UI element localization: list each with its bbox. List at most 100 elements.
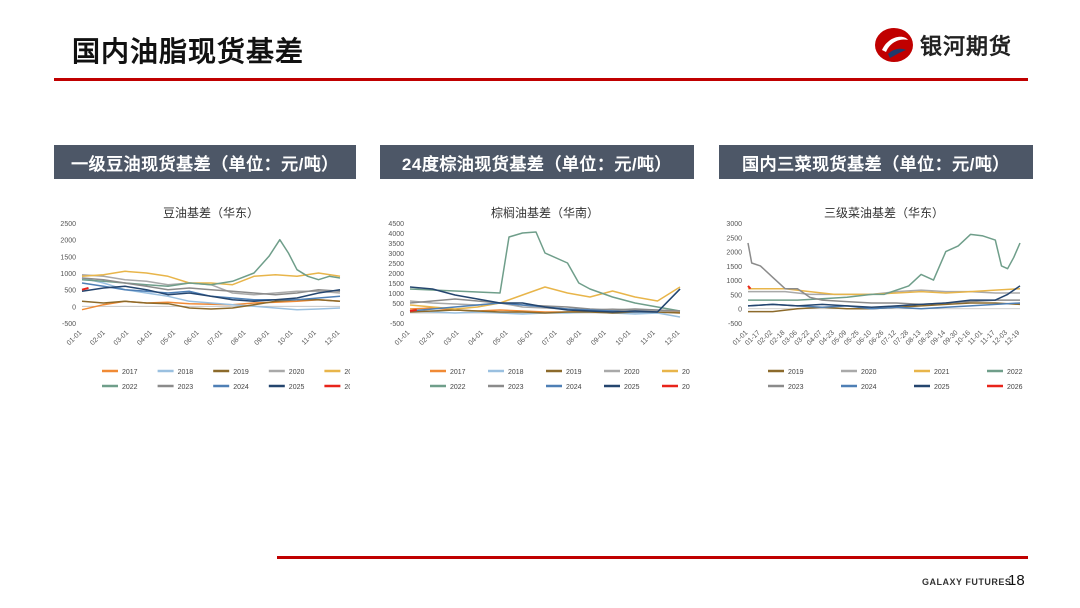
y-tick-label: 0 <box>400 311 404 318</box>
chart-title: 棕榈油基差（华南） <box>491 205 599 220</box>
x-tick-label: 04-01 <box>136 329 154 347</box>
y-tick-label: -500 <box>390 321 404 328</box>
bottom-divider <box>277 556 1028 559</box>
legend-label-2022: 2022 <box>122 384 138 391</box>
x-tick-label: 06-01 <box>517 329 535 347</box>
x-tick-label: 07-01 <box>207 329 225 347</box>
x-tick-label: 03-01 <box>443 329 461 347</box>
legend-label-2022: 2022 <box>450 384 466 391</box>
x-tick-label: 12-01 <box>324 329 342 347</box>
y-tick-label: 1500 <box>726 264 742 271</box>
y-tick-label: 1000 <box>388 291 404 298</box>
legend-label-2019: 2019 <box>566 369 582 376</box>
panel-header-rapeseed: 国内三菜现货基差（单位：元/吨） <box>719 145 1033 179</box>
series-line-2021 <box>81 270 341 286</box>
rapeseed-basis-chart: 三级菜油基差（华东）-50005001000150020002500300001… <box>726 206 1023 391</box>
x-tick-label: 09-01 <box>253 329 271 347</box>
legend-label-2020: 2020 <box>624 369 640 376</box>
legend-label-2026: 2026 <box>1007 384 1023 391</box>
legend-label-2025: 2025 <box>934 384 950 391</box>
legend-label-2018: 2018 <box>178 369 194 376</box>
y-tick-label: 2000 <box>60 238 76 245</box>
galaxy-logo-icon <box>875 28 913 62</box>
palm-basis-chart: 棕榈油基差（华南） -500 0 500 1000 1500 2000 2500 3000 350… <box>388 205 690 391</box>
y-tick-label: 3000 <box>388 251 404 258</box>
legend-label-2019: 2019 <box>788 369 804 376</box>
y-tick-label: 1500 <box>388 281 404 288</box>
legend-label-2023: 2023 <box>788 384 804 391</box>
series-line-2023 <box>81 277 341 296</box>
legend-label-2017: 2017 <box>450 369 466 376</box>
x-tick-label: 08-01 <box>566 329 584 347</box>
legend-label-2021: 2021 <box>682 369 690 376</box>
legend-label-2019: 2019 <box>233 369 249 376</box>
legend-label-2021: 2021 <box>344 369 350 376</box>
series-line-2020 <box>409 300 680 312</box>
x-tick-label: 01-01 <box>66 329 84 347</box>
legend-label-2023: 2023 <box>178 384 194 391</box>
legend-label-2026: 2026 <box>682 384 690 391</box>
legend-label-2018: 2018 <box>508 369 524 376</box>
series-line-2022 <box>409 231 681 312</box>
y-tick-label: 0 <box>72 304 76 311</box>
y-tick-label: 1000 <box>60 271 76 278</box>
y-tick-label: 500 <box>392 301 404 308</box>
y-tick-label: 3500 <box>388 241 404 248</box>
x-tick-label: 08-01 <box>230 329 248 347</box>
soybean-basis-chart: 豆油基差（华东） -500 0 500 1000 1500 2000 2500 01-01 02-… <box>60 206 350 391</box>
x-tick-label: 11-01 <box>640 329 657 346</box>
legend-label-2020: 2020 <box>289 369 305 376</box>
y-tick-label: 1000 <box>726 278 742 285</box>
x-tick-label: 11-01 <box>301 329 318 346</box>
series-line-2025 <box>409 286 681 313</box>
page-number: 18 <box>1008 572 1025 589</box>
y-tick-label: 500 <box>730 292 742 299</box>
x-tick-label: 10-01 <box>615 329 633 347</box>
series-line-2026 <box>81 287 89 291</box>
panel-header-soybean: 一级豆油现货基差（单位：元/吨） <box>54 145 356 179</box>
legend-label-2017: 2017 <box>122 369 138 376</box>
x-tick-label: 07-01 <box>541 329 559 347</box>
x-tick-label: 06-01 <box>183 329 201 347</box>
x-tick-label: 04-01 <box>467 329 485 347</box>
x-tick-label: 12-01 <box>664 329 682 347</box>
series-line-2023 <box>747 242 1020 306</box>
series-line-2025 <box>747 285 1021 309</box>
y-tick-label: -500 <box>62 321 76 328</box>
series-line-2022 <box>748 233 1021 301</box>
legend-label-2023: 2023 <box>508 384 524 391</box>
legend-label-2020: 2020 <box>861 369 877 376</box>
legend-label-2021: 2021 <box>934 369 950 376</box>
series-line-2022 <box>81 238 341 288</box>
legend-label-2025: 2025 <box>289 384 305 391</box>
chart-title: 豆油基差（华东） <box>163 206 259 220</box>
y-tick-label: 2500 <box>60 221 76 228</box>
y-tick-label: 0 <box>738 307 742 314</box>
y-tick-label: 1500 <box>60 254 76 261</box>
series-line-2026 <box>409 309 417 312</box>
y-tick-label: 2500 <box>388 261 404 268</box>
y-tick-label: 2000 <box>726 250 742 257</box>
panel-header-palm: 24度棕油现货基差（单位：元/吨） <box>380 145 694 179</box>
legend-label-2025: 2025 <box>624 384 640 391</box>
x-tick-label: 01-01 <box>394 329 412 347</box>
top-divider <box>54 78 1028 81</box>
legend-label-2024: 2024 <box>566 384 582 391</box>
y-tick-label: 2500 <box>726 235 742 242</box>
series-line-2023 <box>409 298 681 312</box>
series-line-2020 <box>748 289 1020 296</box>
y-tick-label: 4500 <box>388 221 404 228</box>
x-tick-label: 03-01 <box>113 329 131 347</box>
legend-label-2024: 2024 <box>861 384 877 391</box>
legend-label-2024: 2024 <box>233 384 249 391</box>
brand-name: 银河期货 <box>920 34 1013 59</box>
series-line-2025 <box>81 285 341 303</box>
x-tick-label: 02-01 <box>89 329 107 347</box>
y-tick-label: 500 <box>64 288 76 295</box>
page-title: 国内油脂现货基差 <box>72 36 305 67</box>
y-tick-label: -500 <box>728 321 742 328</box>
x-tick-label: 10-01 <box>277 329 295 347</box>
x-tick-label: 09-01 <box>590 329 608 347</box>
series-line-2021 <box>409 286 681 310</box>
brand-logo: 银河期货 <box>874 26 1012 64</box>
